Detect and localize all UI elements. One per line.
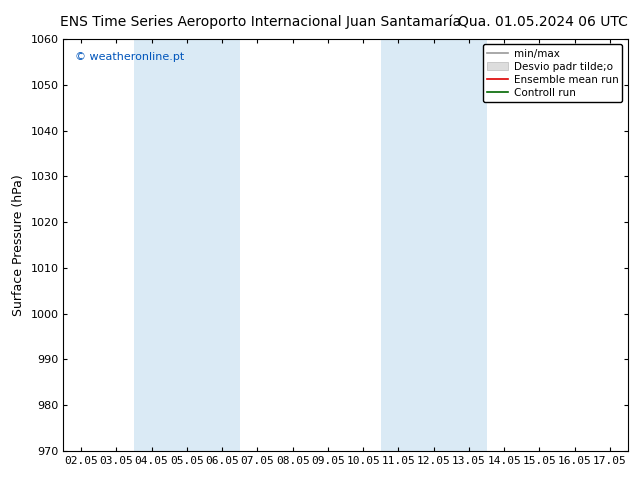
Legend: min/max, Desvio padr tilde;o, Ensemble mean run, Controll run: min/max, Desvio padr tilde;o, Ensemble m… bbox=[483, 45, 623, 102]
Bar bbox=[381, 39, 487, 451]
Bar bbox=[134, 39, 240, 451]
Y-axis label: Surface Pressure (hPa): Surface Pressure (hPa) bbox=[12, 174, 25, 316]
Text: © weatheronline.pt: © weatheronline.pt bbox=[75, 51, 184, 62]
Text: ENS Time Series Aeroporto Internacional Juan Santamaría: ENS Time Series Aeroporto Internacional … bbox=[60, 15, 462, 29]
Text: Qua. 01.05.2024 06 UTC: Qua. 01.05.2024 06 UTC bbox=[458, 15, 628, 29]
